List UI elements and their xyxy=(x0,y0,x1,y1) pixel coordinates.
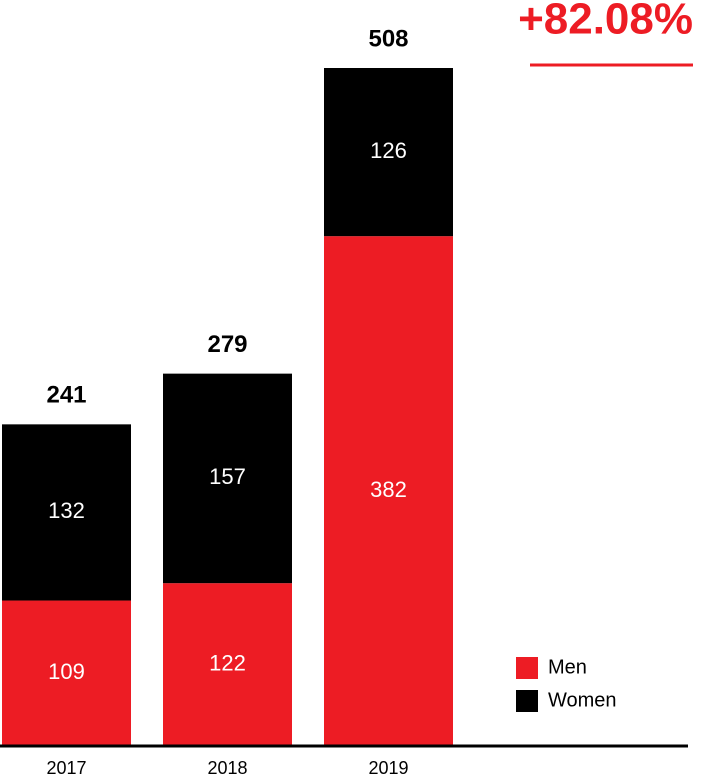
x-tick-label: 2019 xyxy=(368,758,408,778)
x-tick-label: 2017 xyxy=(46,758,86,778)
segment-label: 126 xyxy=(370,138,407,163)
x-tick-label: 2018 xyxy=(207,758,247,778)
bar-segment xyxy=(324,236,453,747)
bar-segment xyxy=(163,583,292,746)
legend-label: Women xyxy=(548,689,617,711)
total-label: 279 xyxy=(207,331,247,358)
segment-label: 132 xyxy=(48,498,85,523)
segment-label: 122 xyxy=(209,650,246,675)
segment-label: 157 xyxy=(209,464,246,489)
legend-swatch xyxy=(516,657,538,679)
bar-segment xyxy=(163,373,292,584)
bar-segment xyxy=(324,68,453,237)
annotation: +82.08% xyxy=(518,0,693,44)
legend-label: Men xyxy=(548,656,587,678)
bar-segment xyxy=(2,600,131,746)
total-label: 508 xyxy=(368,25,408,52)
segment-label: 109 xyxy=(48,659,85,684)
legend-swatch xyxy=(516,690,538,712)
segment-label: 382 xyxy=(370,477,407,502)
total-label: 241 xyxy=(46,382,86,409)
bar-segment xyxy=(2,424,131,601)
